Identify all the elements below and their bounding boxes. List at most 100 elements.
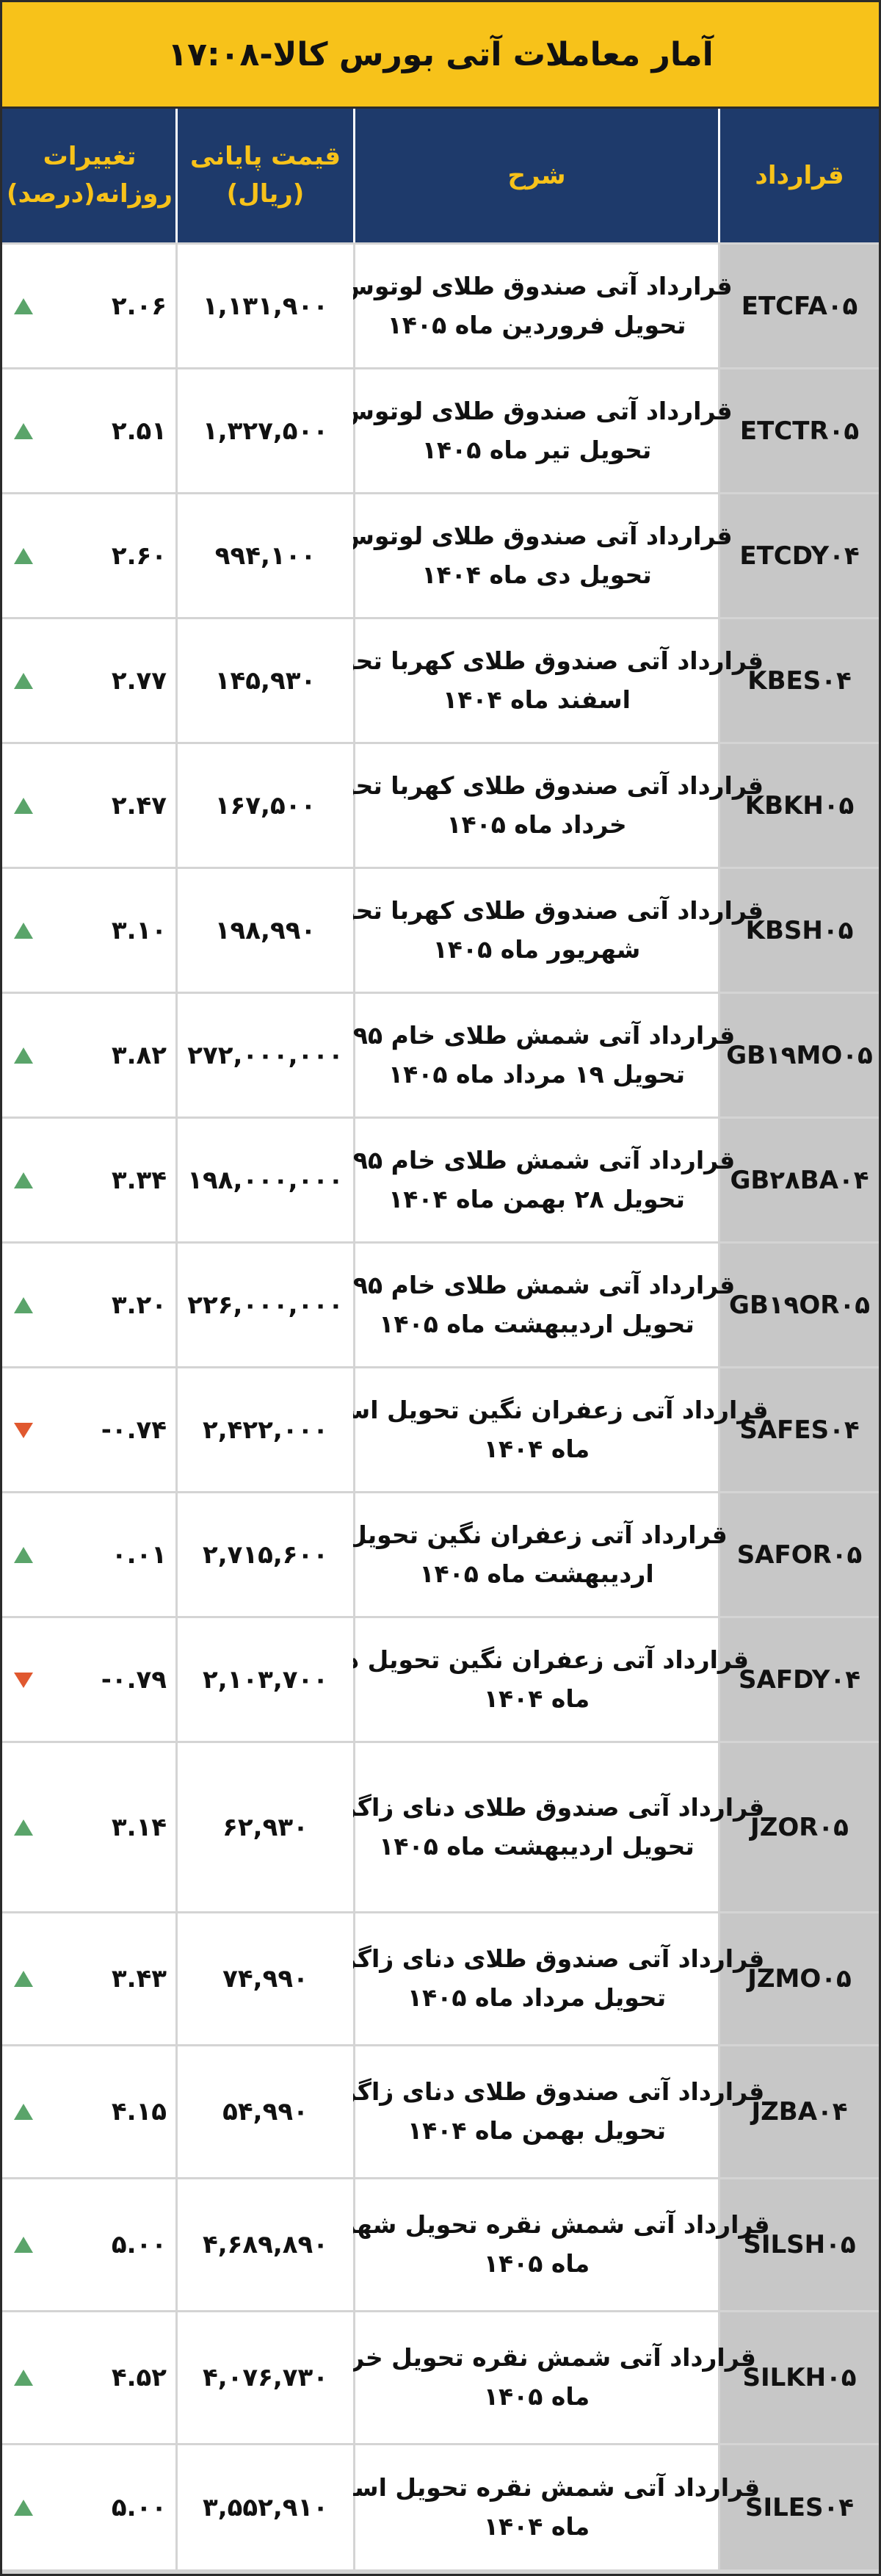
table-row: SAFES۰۴ قرارداد آتی زعفران نگین تحویل اسف…	[2, 1368, 879, 1493]
price-cell: ۲,۴۲۲,۰۰۰	[175, 1368, 353, 1491]
code-cell: JZMO۰۵	[718, 1913, 879, 2044]
change: ۳.۲۰	[111, 1290, 167, 1320]
price: ۲,۱۰۳,۷۰۰	[202, 1664, 329, 1695]
price-cell: ۱,۱۳۱,۹۰۰	[175, 245, 353, 367]
change-cell: ۴.۱۵	[2, 2046, 175, 2177]
description-cell: قرارداد آتی زعفران نگین تحویل دی ماه ۱۴۰۴	[325, 1618, 749, 1741]
table-row: SAFDY۰۴ قرارداد آتی زعفران نگین تحویل دی م…	[2, 1618, 879, 1743]
change: -۰.۷۹	[101, 1664, 167, 1695]
trend-icon	[14, 422, 33, 439]
header-cell: قرارداد	[718, 109, 879, 242]
table-row: SAFOR۰۵ قرارداد آتی زعفران نگین تحویل اردی…	[2, 1493, 879, 1618]
trend-icon	[14, 1971, 33, 1987]
price-cell: ۴,۶۸۹,۸۹۰	[175, 2179, 353, 2310]
table-row: GB۲۸BA۰۴ قرارداد آتی شمش طلای خام ۹۹۵ تحوی…	[2, 1119, 879, 1244]
table-row: ETCDY۰۴ قرارداد آتی صندوق طلای لوتوس تحویل…	[2, 494, 879, 619]
up-triangle	[14, 1172, 33, 1188]
change-cell: -۰.۷۹	[2, 1618, 175, 1741]
trend-icon	[14, 2237, 33, 2253]
price-cell: ۶۲,۹۳۰	[175, 1743, 353, 1911]
change: ۴.۵۲	[111, 2363, 167, 2392]
contract-code: ETCTR۰۵	[739, 416, 860, 446]
price: ۳,۵۵۲,۹۱۰	[202, 2492, 329, 2522]
code-cell: KBES۰۴	[718, 619, 879, 742]
description-line: قرارداد آتی شمش طلای خام ۹۹۵	[338, 1020, 736, 1050]
description-line: قرارداد آتی صندوق طلای دنای زاگرس	[308, 2077, 765, 2107]
description-line: قرارداد آتی صندوق طلای کهربا تحویل	[310, 771, 764, 800]
trend-icon	[14, 922, 33, 939]
change-cell: ۳.۱۰	[2, 869, 175, 992]
title: آمار معاملات آتی بورس کالا-۱۷:۰۸	[167, 35, 714, 73]
price-cell: ۱,۳۲۷,۵۰۰	[175, 369, 353, 492]
description-line: قرارداد آتی شمش طلای خام ۹۹۵	[338, 1270, 736, 1299]
description-cell: قرارداد آتی صندوق طلای لوتوس تحویل فروردی…	[341, 245, 733, 367]
description-cell: قرارداد آتی شمش طلای خام ۹۹۵ تحویل ۲۸ بهم…	[338, 1119, 735, 1241]
change: ۵.۰۰	[111, 2230, 167, 2259]
contract-code: ETCFA۰۵	[741, 291, 858, 321]
trend-icon	[14, 2370, 33, 2386]
code-cell: ETCTR۰۵	[718, 369, 879, 492]
change-cell: ۲.۴۷	[2, 744, 175, 867]
description-line: خرداد ماه ۱۴۰۵	[446, 809, 627, 839]
price: ۱۹۸,۹۹۰	[214, 915, 316, 945]
change: ۲.۵۱	[111, 416, 167, 446]
table-row: GB۱۹OR۰۵ قرارداد آتی شمش طلای خام ۹۹۵ تحوی…	[2, 1244, 879, 1368]
header-text: شرح	[507, 160, 566, 190]
description-cell: قرارداد آتی صندوق طلای دنای زاگرس تحویل ب…	[309, 2046, 764, 2177]
price: ۴,۶۸۹,۸۹۰	[202, 2230, 329, 2259]
change: ۳.۴۳	[111, 1964, 167, 1994]
trend-icon	[14, 1172, 33, 1188]
up-triangle	[14, 547, 33, 564]
change-cell: ۳.۴۳	[2, 1913, 175, 2044]
contract-code: KBSH۰۵	[745, 915, 854, 945]
change: ۴.۱۵	[111, 2097, 167, 2126]
table-row: GB۱۹MO۰۵ قرارداد آتی شمش طلای خام ۹۹۵ تحوی…	[2, 994, 879, 1119]
change: ۳.۸۲	[111, 1040, 167, 1070]
description-line: شهریور ماه ۱۴۰۵	[432, 934, 641, 964]
header-cell: شرح	[353, 109, 718, 242]
change-cell: ۲.۵۱	[2, 369, 175, 492]
description-cell: قرارداد آتی شمش نقره تحویل شهریور ماه ۱۴۰…	[303, 2179, 770, 2310]
contract-code: SILES۰۴	[744, 2492, 855, 2522]
table-row: JZBA۰۴ قرارداد آتی صندوق طلای دنای زاگرس ت…	[2, 2046, 879, 2179]
price: ۲۷۲,۰۰۰,۰۰۰	[187, 1040, 344, 1070]
code-cell: JZOR۰۵	[718, 1743, 879, 1911]
up-triangle	[14, 422, 33, 439]
code-cell: SILKH۰۵	[718, 2312, 879, 2443]
header-text: قرارداد	[755, 160, 844, 190]
price: ۱,۱۳۱,۹۰۰	[202, 291, 329, 321]
trend-icon	[14, 797, 33, 814]
price: ۷۴,۹۹۰	[222, 1964, 308, 1994]
description-line: قرارداد آتی صندوق طلای کهربا تحویل	[310, 895, 764, 925]
description-line: قرارداد آتی زعفران نگین تحویل	[346, 1520, 728, 1549]
price-cell: ۱۹۸,۹۹۰	[175, 869, 353, 992]
table: قرارداد شرح قیمت پایانی (ریال) تغییرات روزانه…	[2, 109, 879, 2572]
change-cell: ۳.۳۴	[2, 1119, 175, 1241]
description-line: قرارداد آتی شمش نقره تحویل اسفند	[313, 2472, 761, 2502]
up-triangle	[14, 1546, 33, 1563]
price: ۴,۰۷۶,۷۳۰	[202, 2363, 329, 2392]
price-cell: ۱۹۸,۰۰۰,۰۰۰	[175, 1119, 353, 1241]
title-bar: آمار معاملات آتی بورس کالا-۱۷:۰۸	[2, 2, 879, 109]
up-triangle	[14, 1047, 33, 1064]
up-triangle	[14, 297, 33, 314]
description-line: قرارداد آتی صندوق طلای دنای زاگرس	[308, 1792, 765, 1822]
down-triangle	[14, 1672, 33, 1688]
table-row: KBES۰۴ قرارداد آتی صندوق طلای کهربا تحویل…	[2, 619, 879, 744]
code-cell: KBKH۰۵	[718, 744, 879, 867]
code-cell: ETCDY۰۴	[718, 494, 879, 617]
description-cell: قرارداد آتی صندوق طلای دنای زاگرس تحویل ا…	[309, 1743, 764, 1911]
change: ۲.۶۰	[111, 541, 167, 571]
trend-icon	[14, 672, 33, 689]
change-cell: -۰.۷۴	[2, 1368, 175, 1491]
contract-code: GB۱۹OR۰۵	[729, 1290, 870, 1320]
code-cell: GB۲۸BA۰۴	[718, 1119, 879, 1241]
contract-code: SILSH۰۵	[743, 2230, 856, 2259]
trend-icon	[14, 2499, 33, 2516]
change: ۰.۰۱	[111, 1540, 167, 1570]
down-triangle	[14, 1422, 33, 1438]
description-line: ماه ۱۴۰۴	[483, 1684, 590, 1713]
header-text: روزانه(درصد)	[7, 179, 173, 209]
price: ۲۲۶,۰۰۰,۰۰۰	[187, 1290, 344, 1320]
